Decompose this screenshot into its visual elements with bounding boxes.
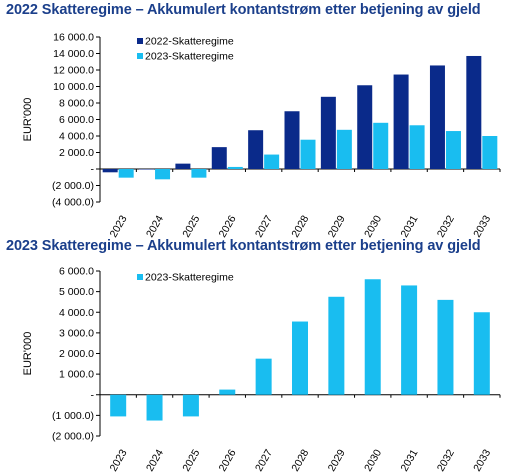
x-tick-label: 2033 — [471, 447, 493, 473]
y-tick-label: 2 000.0 — [59, 348, 94, 360]
y-axis-title: EUR'000 — [22, 332, 34, 376]
legend-label: 2023-Skatteregime — [145, 272, 234, 284]
y-tick-label: 12 000.0 — [53, 65, 94, 77]
bar-2022-skatteregime-2023 — [102, 169, 118, 173]
legend-label: 2022-Skatteregime — [145, 36, 234, 48]
bar-2023-skatteregime-2031 — [401, 285, 418, 395]
bar-2023-skatteregime-2033 — [482, 136, 498, 169]
y-tick-label: (4 000.0) — [52, 197, 94, 209]
x-tick-label: 2032 — [435, 447, 457, 473]
x-tick-label: 2023 — [108, 447, 130, 473]
legend-swatch — [137, 274, 143, 280]
x-tick-label: 2026 — [217, 447, 239, 473]
bar-2023-skatteregime-2023 — [118, 169, 134, 178]
bar-2023-skatteregime-2031 — [409, 125, 425, 169]
bar-2022-skatteregime-2029 — [320, 96, 336, 169]
bar-2023-skatteregime-2025 — [191, 169, 207, 178]
bar-2023-skatteregime-2032 — [437, 299, 454, 395]
y-tick-label: 6 000.0 — [59, 114, 94, 126]
bar-2023-skatteregime-2025 — [182, 394, 199, 417]
legend-swatch — [137, 53, 143, 59]
x-tick-label: 2027 — [253, 447, 275, 473]
y-tick-label: 4 000.0 — [59, 131, 94, 143]
x-tick-label: 2029 — [326, 447, 348, 473]
y-tick-label: 14 000.0 — [53, 48, 94, 60]
bar-2023-skatteregime-2030 — [364, 279, 381, 395]
y-tick-label: (2 000.0) — [52, 431, 94, 443]
bar-2023-skatteregime-2029 — [328, 296, 345, 395]
y-tick-label: 5 000.0 — [59, 286, 94, 298]
bar-2022-skatteregime-2030 — [357, 85, 373, 169]
x-tick-label: 2031 — [398, 447, 420, 473]
bar-2023-skatteregime-2030 — [373, 122, 389, 169]
y-tick-label: 4 000.0 — [59, 307, 94, 319]
chart-2022-regime: (4 000.0) (2 000.0) - 2 000.0 4 000.0 6 000.0… — [22, 32, 501, 240]
bar-2023-skatteregime-2028 — [300, 139, 316, 169]
x-tick-label: 2030 — [362, 447, 384, 473]
bar-2022-skatteregime-2024 — [139, 169, 155, 170]
y-tick-label: 3 000.0 — [59, 327, 94, 339]
y-tick-label: - — [91, 389, 95, 401]
bar-2023-skatteregime-2026 — [219, 389, 236, 395]
y-tick-label: - — [91, 164, 95, 176]
bar-2023-skatteregime-2029 — [336, 129, 352, 169]
y-tick-label: 8 000.0 — [59, 98, 94, 110]
y-tick-label: (2 000.0) — [52, 180, 94, 192]
legend-swatch — [137, 38, 143, 44]
y-tick-label: 10 000.0 — [53, 81, 94, 93]
y-tick-label: (1 000.0) — [52, 410, 94, 422]
bar-2023-skatteregime-2023 — [110, 394, 127, 417]
bar-2022-skatteregime-2027 — [248, 130, 264, 169]
y-tick-label: 16 000.0 — [53, 32, 94, 44]
bar-2023-skatteregime-2024 — [146, 394, 163, 421]
x-tick-label: 2025 — [180, 447, 202, 473]
y-axis-title: EUR'000 — [22, 98, 34, 142]
bar-2023-skatteregime-2026 — [227, 166, 243, 169]
bar-2022-skatteregime-2026 — [211, 147, 227, 169]
bar-2023-skatteregime-2028 — [292, 321, 308, 395]
bar-2023-skatteregime-2032 — [445, 131, 461, 169]
x-tick-label: 2024 — [144, 447, 166, 473]
y-tick-label: 2 000.0 — [59, 147, 94, 159]
bar-2022-skatteregime-2028 — [284, 111, 300, 169]
y-tick-label: 6 000.0 — [59, 266, 94, 278]
x-tick-label: 2028 — [289, 447, 311, 473]
bar-2023-skatteregime-2027 — [255, 358, 272, 395]
bar-2023-skatteregime-2027 — [264, 154, 280, 169]
bar-2022-skatteregime-2031 — [393, 74, 409, 169]
legend-label: 2023-Skatteregime — [145, 51, 234, 63]
y-tick-label: 1 000.0 — [59, 369, 94, 381]
bar-2022-skatteregime-2033 — [466, 55, 482, 169]
bar-2022-skatteregime-2025 — [175, 163, 191, 169]
bar-2023-skatteregime-2033 — [473, 312, 490, 395]
bar-2022-skatteregime-2032 — [429, 65, 445, 169]
chart-title-2023: 2023 Skatteregime – Akkumulert kontantst… — [6, 238, 481, 254]
chart-title-2022: 2022 Skatteregime – Akkumulert kontantst… — [6, 2, 481, 18]
bar-2023-skatteregime-2024 — [155, 169, 171, 180]
